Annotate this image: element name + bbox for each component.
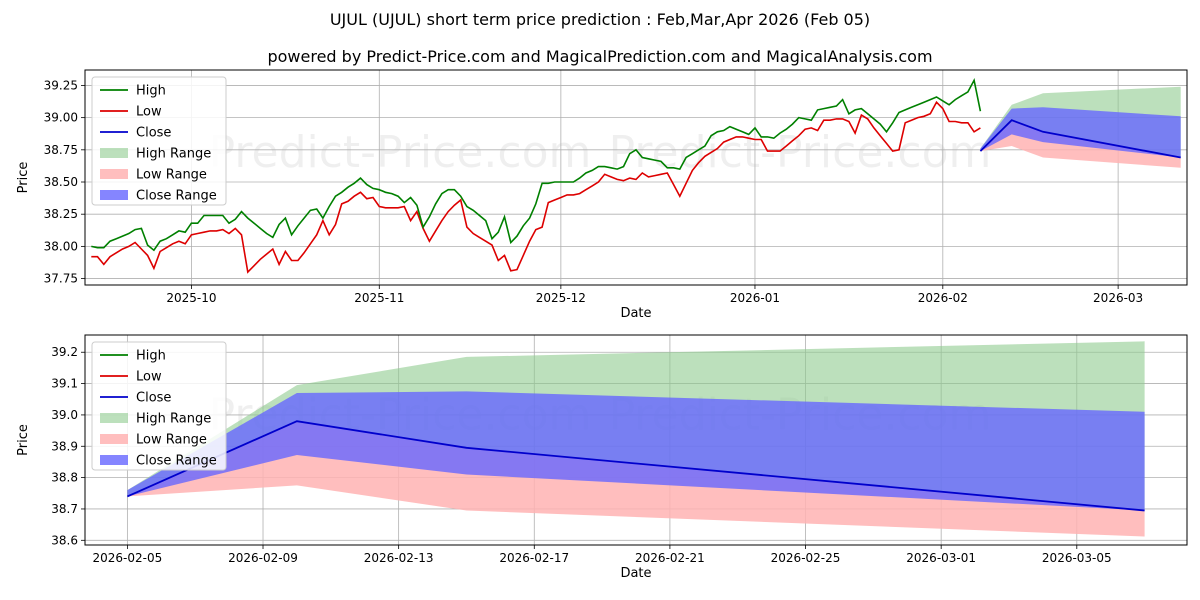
y-tick-label: 38.9 — [51, 439, 78, 453]
legend-high-label: High — [136, 349, 166, 364]
legend-close-range-label: Close Range — [136, 454, 217, 469]
x-tick-label: 2026-02-17 — [499, 551, 569, 565]
legend-high-range-label: High Range — [136, 147, 211, 162]
x-tick-label: 2025-10 — [166, 291, 216, 305]
x-tick-label: 2026-02 — [918, 291, 968, 305]
y-tick-label: 39.0 — [51, 408, 78, 422]
legend-low-range-label: Low Range — [136, 433, 207, 448]
legend-low-range-label: Low Range — [136, 168, 207, 183]
legend-low-range-swatch — [100, 169, 128, 179]
y-tick-label: 39.25 — [44, 78, 78, 92]
x-tick-label: 2026-02-25 — [771, 551, 841, 565]
y-tick-label: 38.8 — [51, 471, 78, 485]
high-series-line — [91, 77, 982, 252]
legend-low-label: Low — [136, 105, 162, 120]
y-tick-label: 38.00 — [44, 239, 78, 253]
x-tick-label: 2026-02-05 — [93, 551, 163, 565]
x-tick-label: 2025-11 — [354, 291, 404, 305]
y-tick-label: 38.75 — [44, 143, 78, 157]
legend-low-range-swatch — [100, 434, 128, 444]
y-axis-label: Price — [16, 162, 31, 194]
x-tick-label: 2026-02-09 — [228, 551, 298, 565]
low-series-line — [91, 100, 981, 274]
plot-frame — [84, 334, 1188, 546]
close-forecast-line — [979, 119, 1181, 159]
x-tick-label: 2026-01 — [730, 291, 780, 305]
y-tick-label: 39.1 — [51, 377, 78, 391]
y-tick-label: 38.50 — [44, 175, 78, 189]
legend-high-range-label: High Range — [136, 412, 211, 427]
x-axis-label: Date — [620, 566, 651, 581]
legend-close-range-swatch — [100, 455, 128, 465]
legend-close-range-label: Close Range — [136, 189, 217, 204]
watermark: Predict-Price.com — [209, 127, 592, 178]
legend-close-range-swatch — [100, 190, 128, 200]
x-axis-label: Date — [620, 306, 651, 321]
y-tick-label: 38.7 — [51, 502, 78, 516]
chart-subtitle: powered by Predict-Price.com and Magical… — [267, 47, 932, 66]
legend-high-label: High — [136, 84, 166, 99]
legend-high-range-swatch — [100, 148, 128, 158]
legend-high-range-swatch — [100, 413, 128, 423]
x-tick-label: 2026-02-21 — [635, 551, 705, 565]
bottom-panel: Predict-Price.comPredict-Price.com2026-0… — [16, 334, 1188, 581]
x-tick-label: 2026-03-05 — [1042, 551, 1112, 565]
x-tick-label: 2026-03 — [1093, 291, 1143, 305]
plot-frame — [84, 69, 1188, 286]
x-tick-label: 2026-03-01 — [906, 551, 976, 565]
close-range-band — [127, 391, 1145, 511]
legend-close-label: Close — [136, 391, 171, 406]
legend-low-label: Low — [136, 370, 162, 385]
x-tick-label: 2026-02-13 — [364, 551, 434, 565]
close-range-band — [980, 107, 1181, 158]
y-axis-label: Price — [16, 424, 31, 456]
y-tick-label: 38.6 — [51, 533, 78, 547]
legend-close-label: Close — [136, 126, 171, 141]
chart-title: UJUL (UJUL) short term price prediction … — [330, 10, 870, 29]
y-tick-label: 39.2 — [51, 345, 78, 359]
y-tick-label: 37.75 — [44, 272, 78, 286]
x-tick-label: 2025-12 — [536, 291, 586, 305]
y-tick-label: 39.00 — [44, 111, 78, 125]
y-tick-label: 38.25 — [44, 207, 78, 221]
top-panel: Predict-Price.com Predict-Price.com2025-1… — [16, 69, 1188, 321]
